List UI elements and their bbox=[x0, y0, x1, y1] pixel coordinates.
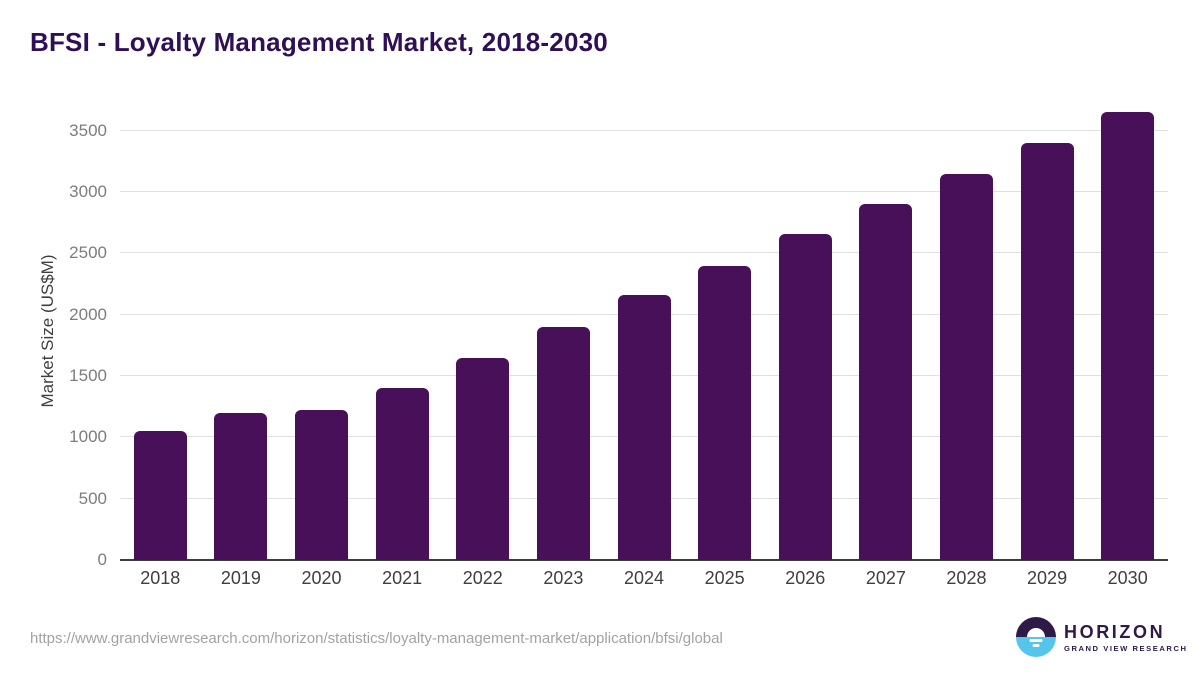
y-tick-3000: 3000 bbox=[69, 182, 107, 201]
y-tick-1500: 1500 bbox=[69, 366, 107, 385]
x-tick-2019: 2019 bbox=[220, 568, 261, 588]
brand-name: HORIZON bbox=[1064, 621, 1166, 642]
brand-subtitle: GRAND VIEW RESEARCH bbox=[1064, 643, 1188, 653]
x-tick-2029: 2029 bbox=[1027, 568, 1068, 588]
y-axis-title: Market Size (US$M) bbox=[38, 254, 57, 408]
y-tick-2500: 2500 bbox=[69, 243, 107, 263]
y-tick-0: 0 bbox=[97, 550, 107, 569]
bar-2018 bbox=[133, 431, 187, 560]
bar-2025 bbox=[698, 265, 752, 560]
brand-logo-text: HORIZON GRAND VIEW RESEARCH bbox=[1064, 622, 1188, 653]
y-tick-500: 500 bbox=[78, 488, 107, 508]
source-url: https://www.grandviewresearch.com/horizo… bbox=[30, 630, 723, 647]
bar-2019 bbox=[214, 412, 268, 560]
gridline-2500 bbox=[120, 252, 1168, 254]
chart-title: BFSI - Loyalty Management Market, 2018-2… bbox=[30, 27, 608, 57]
bar-2029 bbox=[1020, 142, 1074, 560]
bar-2026 bbox=[778, 234, 832, 560]
plot-area bbox=[120, 100, 1168, 561]
x-tick-2023: 2023 bbox=[543, 568, 584, 588]
gridline-3500 bbox=[120, 129, 1168, 131]
x-tick-2028: 2028 bbox=[946, 568, 987, 588]
x-tick-2025: 2025 bbox=[704, 568, 745, 588]
x-axis-line bbox=[120, 559, 1168, 561]
bar-2020 bbox=[295, 410, 349, 560]
x-tick-2022: 2022 bbox=[462, 568, 503, 588]
horizon-sun-icon bbox=[1016, 617, 1056, 657]
bar-2027 bbox=[859, 204, 913, 560]
y-tick-1000: 1000 bbox=[69, 427, 107, 447]
x-tick-2020: 2020 bbox=[301, 568, 342, 588]
gridline-3000 bbox=[120, 191, 1168, 192]
x-tick-2021: 2021 bbox=[382, 568, 423, 588]
x-tick-2018: 2018 bbox=[140, 568, 181, 588]
bar-2028 bbox=[939, 173, 993, 560]
x-tick-2026: 2026 bbox=[785, 568, 826, 588]
bar-2022 bbox=[456, 358, 510, 560]
x-tick-2027: 2027 bbox=[865, 568, 906, 588]
x-tick-2030: 2030 bbox=[1107, 568, 1148, 588]
bar-2024 bbox=[617, 295, 671, 560]
y-tick-3500: 3500 bbox=[69, 120, 107, 140]
brand-logo: HORIZON GRAND VIEW RESEARCH bbox=[1016, 617, 1188, 657]
bar-2030 bbox=[1101, 112, 1155, 560]
bar-2021 bbox=[375, 388, 429, 560]
y-tick-2000: 2000 bbox=[69, 304, 107, 324]
bar-2023 bbox=[536, 326, 590, 560]
x-tick-2024: 2024 bbox=[623, 568, 665, 588]
